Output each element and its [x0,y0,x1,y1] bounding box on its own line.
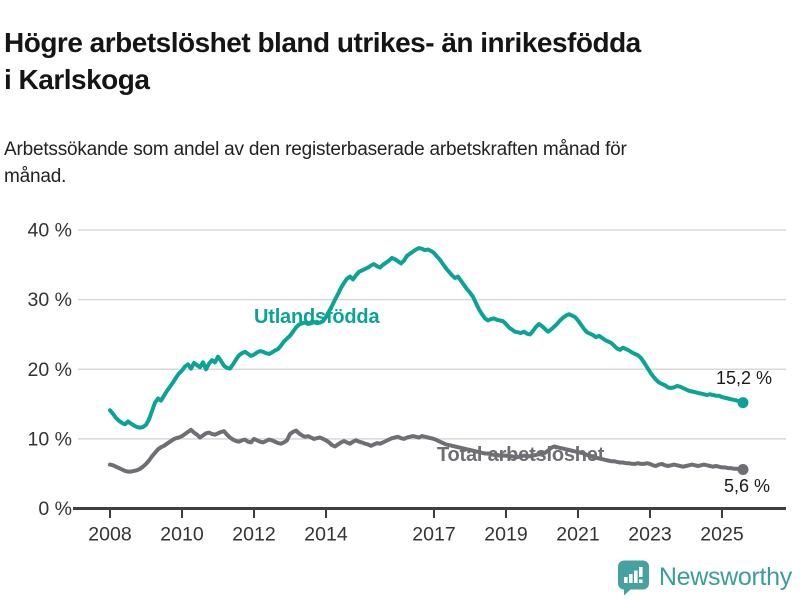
bar-chart-speech-bubble-icon [617,560,649,596]
speech-bubble-shape [617,560,649,596]
newsworthy-logo: Newsworthy [616,559,792,596]
x-axis-tick-label: 2025 [700,524,744,546]
series-end-dot-utlandsfodda [737,397,749,409]
x-axis-tick-label: 2008 [88,524,131,546]
page-title: Högre arbetslöshet bland utrikes- än inr… [4,26,641,95]
y-axis-tick-label: 30 % [28,289,72,311]
x-axis-tick-label: 2010 [160,524,204,546]
series-line-total [108,427,745,474]
chart-subtitle: Arbetssökande som andel av den registerb… [4,139,627,187]
y-axis-tick-label: 20 % [28,359,72,381]
y-axis-tick-label: 0 % [38,498,72,520]
end-value-label-utlandsfodda: 15,2 % [715,368,772,388]
x-axis-tick-label: 2021 [556,524,599,546]
x-axis-tick-label: 2012 [232,524,275,546]
end-value-label-total: 5,6 % [723,476,770,496]
brand-wordmark: Newsworthy [658,563,792,591]
series-label-total: Total arbetslöshet [437,444,605,466]
y-axis-tick-label: 40 % [28,220,72,242]
series-line-utlandsfodda [108,246,745,430]
series-end-dot-total [737,464,749,476]
x-axis-tick-label: 2017 [412,524,455,546]
series-label-utlandsfodda: Utlandsfödda [254,306,380,328]
x-axis-tick-label: 2023 [628,524,671,546]
x-axis-tick-label: 2014 [304,524,348,546]
y-axis-tick-label: 10 % [28,428,72,450]
x-axis-tick-label: 2019 [484,524,527,546]
